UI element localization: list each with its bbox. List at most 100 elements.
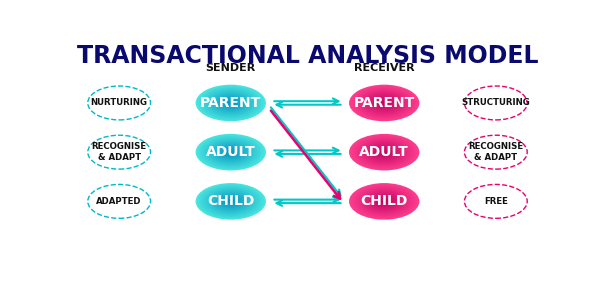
Ellipse shape (353, 86, 415, 120)
Ellipse shape (200, 86, 262, 120)
Ellipse shape (205, 89, 257, 117)
Ellipse shape (377, 99, 391, 107)
Ellipse shape (221, 98, 241, 108)
Ellipse shape (377, 198, 391, 205)
Ellipse shape (350, 134, 418, 170)
Ellipse shape (372, 146, 396, 158)
Ellipse shape (353, 185, 415, 218)
Ellipse shape (88, 86, 151, 120)
Ellipse shape (211, 141, 251, 163)
Ellipse shape (201, 185, 261, 217)
Ellipse shape (217, 145, 245, 160)
Ellipse shape (195, 133, 267, 171)
Ellipse shape (360, 189, 408, 214)
Ellipse shape (215, 95, 247, 111)
Ellipse shape (368, 144, 400, 160)
Ellipse shape (211, 191, 251, 212)
Ellipse shape (368, 95, 400, 111)
Ellipse shape (349, 84, 419, 122)
Ellipse shape (88, 184, 151, 218)
Ellipse shape (220, 97, 242, 109)
Ellipse shape (227, 101, 235, 105)
Ellipse shape (378, 100, 390, 106)
Ellipse shape (356, 187, 412, 216)
Ellipse shape (352, 86, 416, 120)
Ellipse shape (201, 136, 261, 168)
Ellipse shape (373, 97, 395, 109)
Ellipse shape (362, 190, 406, 213)
Ellipse shape (218, 145, 244, 159)
Ellipse shape (379, 101, 389, 106)
Ellipse shape (209, 190, 253, 213)
Ellipse shape (378, 149, 390, 155)
Ellipse shape (367, 143, 401, 161)
Ellipse shape (367, 94, 401, 112)
Ellipse shape (383, 102, 385, 104)
Ellipse shape (220, 196, 242, 207)
Ellipse shape (217, 194, 245, 209)
Ellipse shape (214, 143, 248, 161)
Ellipse shape (372, 97, 396, 109)
Ellipse shape (361, 140, 407, 164)
Text: RECOGNISE
& ADAPT: RECOGNISE & ADAPT (468, 143, 523, 162)
Ellipse shape (208, 140, 254, 164)
Ellipse shape (379, 150, 389, 155)
Ellipse shape (200, 185, 262, 218)
Ellipse shape (214, 94, 248, 112)
Ellipse shape (195, 84, 267, 122)
Ellipse shape (209, 91, 253, 114)
Ellipse shape (220, 147, 242, 158)
Ellipse shape (374, 147, 394, 157)
Ellipse shape (371, 96, 397, 110)
Ellipse shape (373, 196, 395, 207)
Ellipse shape (365, 93, 403, 113)
Ellipse shape (382, 200, 386, 203)
Ellipse shape (197, 134, 265, 170)
Ellipse shape (196, 134, 266, 171)
Ellipse shape (364, 92, 404, 114)
Ellipse shape (352, 135, 416, 169)
Ellipse shape (225, 198, 237, 204)
Ellipse shape (213, 192, 249, 211)
Ellipse shape (208, 189, 254, 214)
Ellipse shape (355, 186, 413, 217)
Ellipse shape (371, 194, 397, 208)
Ellipse shape (195, 182, 267, 220)
Ellipse shape (226, 150, 236, 155)
Ellipse shape (225, 149, 237, 155)
Ellipse shape (359, 188, 409, 215)
Ellipse shape (380, 150, 388, 154)
Ellipse shape (358, 89, 410, 117)
Ellipse shape (203, 137, 259, 167)
Ellipse shape (348, 84, 420, 122)
Text: SENDER: SENDER (206, 63, 256, 73)
Ellipse shape (464, 86, 527, 120)
Ellipse shape (218, 96, 244, 110)
Ellipse shape (379, 199, 389, 204)
Ellipse shape (217, 95, 245, 110)
Ellipse shape (464, 184, 527, 218)
Ellipse shape (203, 187, 259, 216)
Ellipse shape (366, 192, 402, 211)
Ellipse shape (215, 193, 247, 210)
Ellipse shape (377, 148, 391, 156)
Ellipse shape (211, 92, 251, 114)
Ellipse shape (350, 183, 418, 219)
Text: NURTURING: NURTURING (91, 99, 148, 107)
Ellipse shape (378, 198, 390, 204)
Ellipse shape (201, 87, 261, 119)
Ellipse shape (352, 184, 416, 219)
Ellipse shape (356, 88, 412, 118)
Ellipse shape (88, 135, 151, 169)
Ellipse shape (227, 150, 235, 154)
Ellipse shape (348, 133, 420, 171)
Ellipse shape (359, 139, 409, 166)
Ellipse shape (202, 186, 260, 217)
Ellipse shape (354, 87, 414, 119)
Ellipse shape (370, 95, 398, 110)
Ellipse shape (354, 136, 414, 168)
Ellipse shape (221, 147, 241, 157)
Ellipse shape (207, 189, 255, 214)
Ellipse shape (368, 193, 400, 210)
Ellipse shape (212, 93, 250, 113)
